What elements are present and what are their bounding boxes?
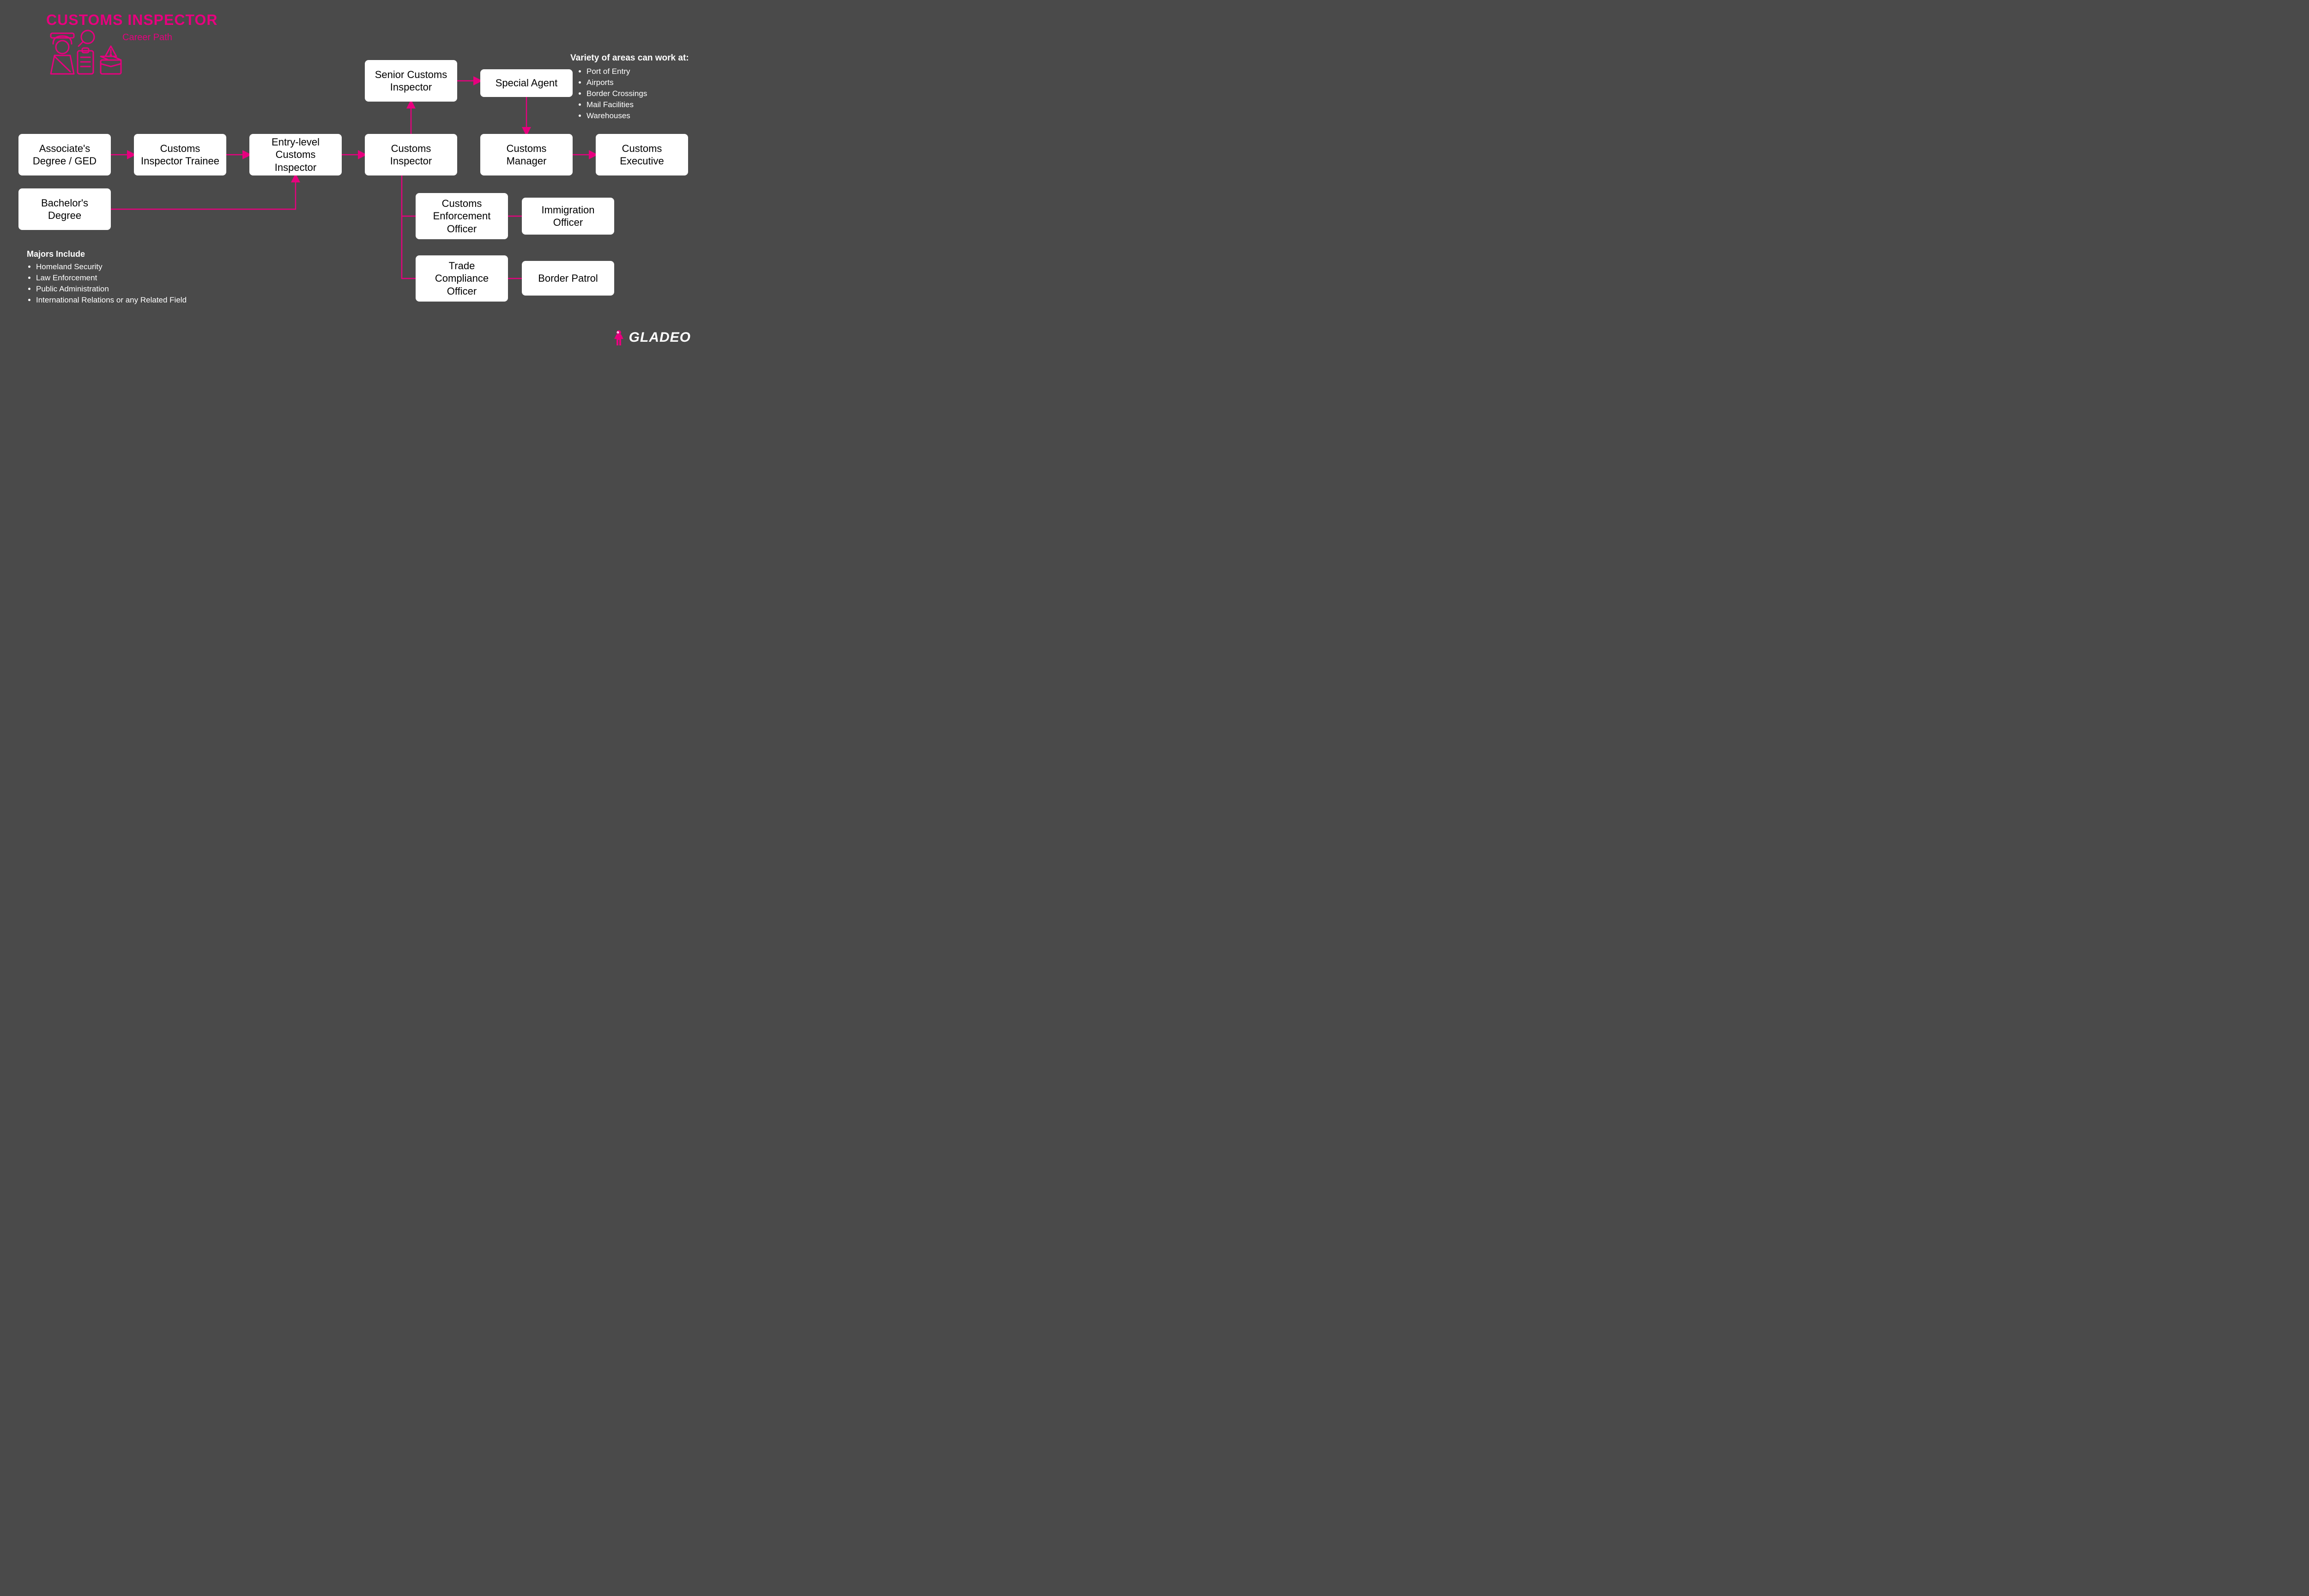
node-senior: Senior Customs Inspector — [365, 60, 457, 102]
edge-insp-enforce — [402, 175, 416, 216]
majors-item: Law Enforcement — [36, 273, 187, 283]
edge-bach-entry — [111, 175, 296, 209]
gladeo-logo-icon: G — [612, 330, 625, 345]
node-bach: Bachelor's Degree — [18, 188, 111, 230]
majors-item: Public Administration — [36, 284, 187, 294]
majors-item: Homeland Security — [36, 262, 187, 272]
areas-item: Mail Facilities — [586, 100, 647, 109]
areas-item: Port of Entry — [586, 67, 647, 76]
node-insp: Customs Inspector — [365, 134, 457, 175]
node-trainee: Customs Inspector Trainee — [134, 134, 226, 175]
areas-item: Border Crossings — [586, 89, 647, 98]
node-agent: Special Agent — [480, 69, 573, 97]
areas-heading: Variety of areas can work at: — [570, 53, 689, 63]
areas-list: Port of Entry Airports Border Crossings Mai… — [577, 67, 647, 122]
majors-list: Homeland SecurityLaw EnforcementPublic A… — [27, 262, 187, 307]
gladeo-logo-text: GLADEO — [629, 330, 691, 345]
edge-insp-trade — [402, 216, 416, 278]
node-entry: Entry-level Customs Inspector — [249, 134, 342, 175]
node-border: Border Patrol — [522, 261, 614, 296]
node-exec: Customs Executive — [596, 134, 688, 175]
node-mgr: Customs Manager — [480, 134, 573, 175]
areas-item: Warehouses — [586, 111, 647, 121]
page-subtitle: Career Path — [122, 32, 172, 43]
majors-heading: Majors Include — [27, 249, 85, 259]
node-immig: Immigration Officer — [522, 198, 614, 235]
majors-item: International Relations or any Related F… — [36, 296, 187, 305]
areas-item: Airports — [586, 78, 647, 87]
gladeo-logo: G GLADEO — [612, 330, 691, 345]
node-trade: Trade Compliance Officer — [416, 255, 508, 302]
svg-text:G: G — [617, 332, 619, 334]
node-enforce: Customs Enforcement Officer — [416, 193, 508, 239]
customs-inspector-icon — [46, 28, 125, 83]
node-assoc: Associate's Degree / GED — [18, 134, 111, 175]
page-title: CUSTOMS INSPECTOR — [46, 12, 218, 29]
